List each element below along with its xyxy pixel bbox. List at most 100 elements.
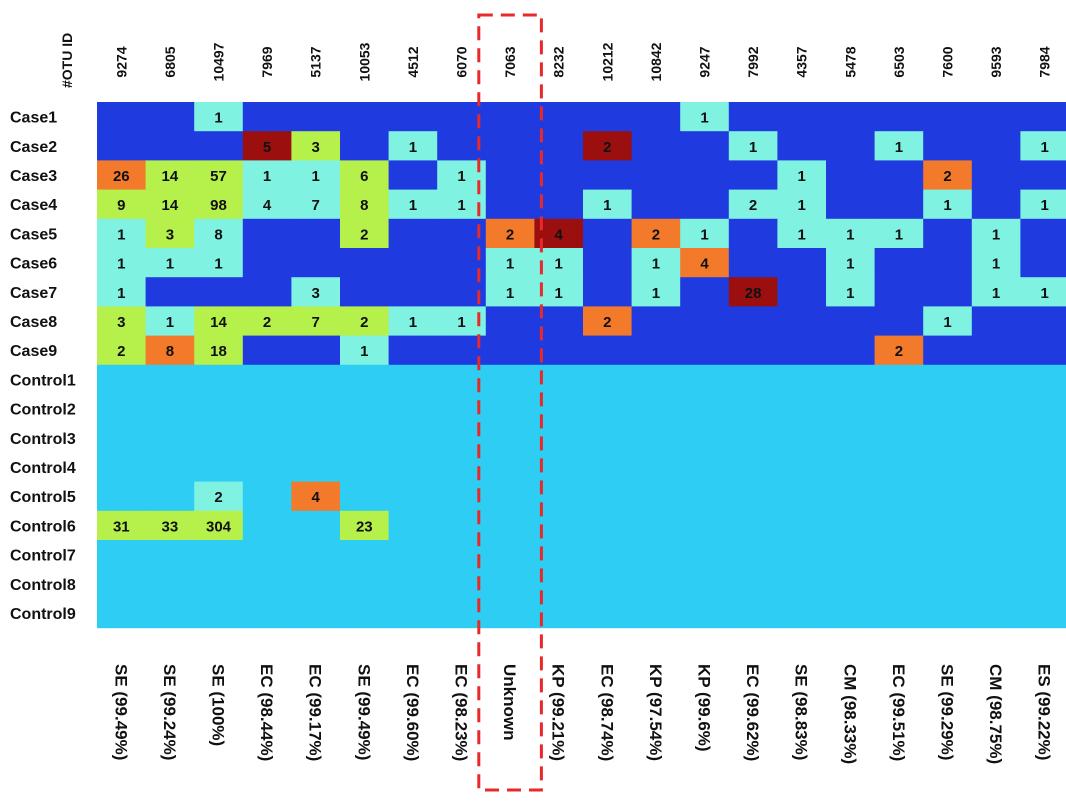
- heatmap-cells: 1 15 3 1 2 1 1 126 14 57 1 1 6 1 1 29 14 98 4 7 8 1 1 1 2 1 1 11 3 8 2…: [97, 102, 1066, 629]
- cell-value: 98: [210, 197, 227, 214]
- heatmap-cell: [145, 423, 195, 453]
- otu-id-label: 7984: [1037, 46, 1053, 77]
- row-label: Control5: [10, 489, 76, 506]
- heatmap-cell: [680, 131, 730, 161]
- heatmap-cell: [874, 306, 924, 337]
- heatmap-cell: [777, 598, 827, 629]
- heatmap-cell: [971, 189, 1021, 220]
- taxon-label: EC (99.62%): [743, 664, 762, 761]
- heatmap-cell: [485, 248, 535, 278]
- cell-value: 1: [166, 314, 174, 331]
- cell-value: 1: [409, 139, 417, 156]
- heatmap-cell: [777, 452, 827, 483]
- heatmap-cell: [923, 394, 973, 424]
- cell-value: 1: [409, 197, 417, 214]
- heatmap-cell: [826, 394, 876, 424]
- cell-value: 28: [745, 285, 762, 302]
- heatmap-cell: [242, 189, 292, 220]
- heatmap-cell: [631, 189, 681, 220]
- heatmap-cell: [728, 394, 778, 424]
- cell-value: 1: [457, 197, 465, 214]
- heatmap-cell: [728, 540, 778, 570]
- heatmap-cell: [874, 540, 924, 570]
- heatmap-cell: [777, 248, 827, 278]
- heatmap-cell: [728, 160, 778, 191]
- cell-value: 1: [555, 256, 563, 273]
- heatmap-cell: [194, 423, 244, 453]
- heatmap-cell: [291, 102, 341, 132]
- otu-id-label: 4512: [405, 46, 421, 77]
- heatmap-cell: [242, 131, 292, 161]
- heatmap-cell: [826, 569, 876, 599]
- row-label: Control7: [10, 548, 76, 565]
- heatmap-cell: [194, 102, 244, 132]
- heatmap-cell: [583, 102, 633, 132]
- heatmap-cell: [680, 394, 730, 424]
- heatmap-cell: [97, 423, 147, 453]
- cell-value: 2: [263, 314, 271, 331]
- heatmap-cell: [631, 540, 681, 570]
- row-label: Case9: [10, 343, 57, 360]
- heatmap-cell: [145, 364, 195, 395]
- heatmap-cell: [680, 364, 730, 395]
- heatmap-cell: [145, 277, 195, 307]
- taxon-label: SE (98.83%): [792, 664, 811, 760]
- cell-value: 1: [700, 226, 708, 243]
- cell-value: 1: [943, 314, 951, 331]
- heatmap-cell: [485, 569, 535, 599]
- heatmap-cell: [242, 423, 292, 453]
- heatmap-cell: [97, 510, 147, 541]
- heatmap-cell: [631, 277, 681, 307]
- highlight-box: [477, 13, 543, 792]
- cell-value: 2: [360, 226, 368, 243]
- heatmap-cell: [923, 102, 973, 132]
- heatmap-cell: [485, 481, 535, 512]
- heatmap-cell: [145, 306, 195, 337]
- heatmap-cell: [340, 394, 390, 424]
- heatmap-cell: [97, 160, 147, 191]
- heatmap-cell: [242, 218, 292, 249]
- cell-value: 1: [992, 285, 1000, 302]
- heatmap-cell: [485, 598, 535, 629]
- heatmap-cell: [583, 277, 633, 307]
- heatmap-cell: [1020, 102, 1066, 132]
- heatmap-cell: [826, 540, 876, 570]
- taxon-label: EC (99.60%): [403, 664, 422, 761]
- heatmap-cell: [777, 160, 827, 191]
- row-label: Control4: [10, 460, 76, 477]
- heatmap-cell: [631, 423, 681, 453]
- heatmap-cell: [777, 423, 827, 453]
- heatmap-cell: [971, 540, 1021, 570]
- heatmap-cell: [340, 131, 390, 161]
- heatmap-cell: [340, 218, 390, 249]
- heatmap-cell: [242, 248, 292, 278]
- heatmap-cell: [583, 160, 633, 191]
- heatmap-cell: [194, 481, 244, 512]
- heatmap-cell: [145, 102, 195, 132]
- row-label: Control1: [10, 372, 76, 389]
- cell-value: 1: [992, 256, 1000, 273]
- otu-id-label: 9274: [113, 46, 129, 77]
- heatmap-cell: [971, 510, 1021, 541]
- heatmap-cell: [777, 569, 827, 599]
- heatmap-cell: [1020, 335, 1066, 366]
- heatmap-cell: [242, 306, 292, 337]
- heatmap-cell: [777, 189, 827, 220]
- heatmap-cell: [291, 598, 341, 629]
- cell-value: 1: [652, 256, 660, 273]
- heatmap-cell: [97, 218, 147, 249]
- heatmap-cell: [971, 160, 1021, 191]
- otu-id-label: 10497: [211, 42, 227, 81]
- cell-value: 1: [798, 168, 806, 185]
- row-label: Control8: [10, 577, 76, 594]
- heatmap-cell: [194, 306, 244, 337]
- heatmap-cell: [194, 394, 244, 424]
- row-label: Case7: [10, 285, 57, 302]
- heatmap-cell: [631, 102, 681, 132]
- cell-value: 8: [360, 197, 368, 214]
- heatmap-cell: [971, 131, 1021, 161]
- heatmap-cell: [1020, 364, 1066, 395]
- cell-value: 1: [798, 197, 806, 214]
- heatmap-cell: [923, 569, 973, 599]
- heatmap-cell: [485, 189, 535, 220]
